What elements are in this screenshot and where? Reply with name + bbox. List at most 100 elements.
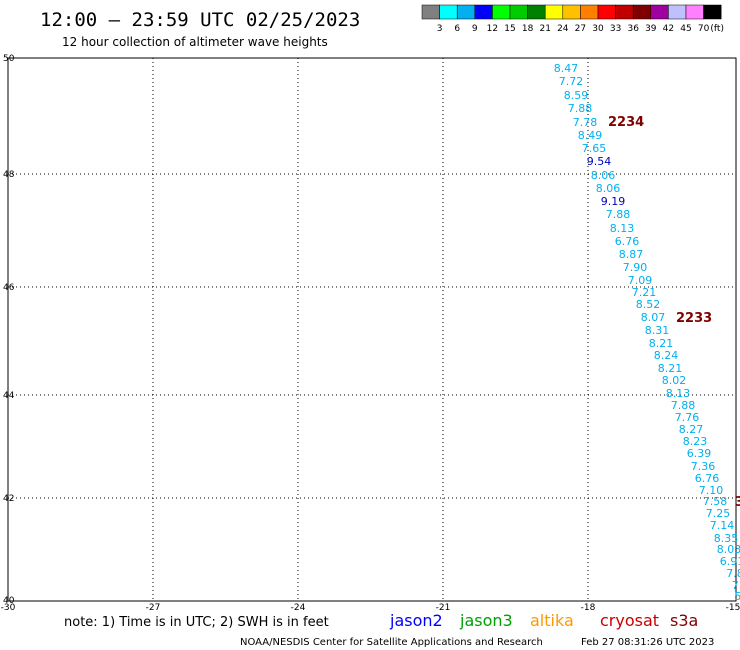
latitude-label: 48 [3,170,15,180]
longitude-label: -15 [726,603,740,613]
colorbar-swatch [703,4,722,20]
latitude-label: 46 [3,283,15,293]
satellite-name-s3a: s3a [670,611,698,630]
colorbar-swatch [474,4,493,20]
colorbar-label: 15 [504,24,515,34]
wave-height-value: 7. [732,579,740,592]
wave-height-value: 6.76 [695,472,720,485]
wave-height-value: 7.14 [710,519,735,532]
wave-height-value: 5 [735,590,740,603]
wave-height-value: 8.13 [666,387,691,400]
page-title: 12:00 – 23:59 UTC 02/25/2023 [40,9,360,31]
colorbar-swatch [562,4,581,20]
colorbar-unit: (ft) [710,24,724,34]
wave-height-value: 7.10 [699,484,724,497]
footer-timestamp: Feb 27 08:31:26 UTC 2023 [581,637,714,648]
satellite-name-jason2: jason2 [389,611,443,630]
wave-height-value: 8.21 [658,362,683,375]
satellite-name-jason3: jason3 [459,611,513,630]
wave-height-value: 8.24 [654,349,679,362]
latitude-label: 50 [3,54,15,64]
track-label: 3 [735,495,740,510]
colorbar-label: 39 [645,24,657,34]
wave-height-value: 8.59 [564,89,589,102]
colorbar-swatch [509,4,528,20]
wave-height-value: 8.47 [554,62,579,75]
colorbar-label: 3 [437,24,443,34]
colorbar-label: 30 [592,24,604,34]
wave-height-value: 7.88 [606,208,631,221]
colorbar-swatch [632,4,652,20]
colorbar-label: 42 [663,24,674,34]
longitude-label: -27 [146,603,161,613]
wave-height-value: 8.03 [717,543,740,556]
wave-height-value: 8.13 [610,222,635,235]
longitude-label: -18 [581,603,596,613]
wave-height-value: 8.07 [641,311,666,324]
colorbar-swatch [685,4,704,20]
colorbar: 3 6 9 12 15 18 21 24 27 30 33 36 39 42 45 70 (ft) [421,4,724,34]
colorbar-label: 24 [557,24,569,34]
wave-height-value: 8.27 [679,423,704,436]
satellite-name-cryosat: cryosat [600,611,659,630]
wave-height-value: 8.02 [662,374,687,387]
wave-height-value: 8.35 [714,532,739,545]
map-frame [7,57,737,602]
footer-note: note: 1) Time is in UTC; 2) SWH is in fe… [64,615,329,630]
colorbar-label: 21 [539,24,550,34]
colorbar-swatch [439,4,458,20]
colorbar-swatch [527,4,546,20]
footer-credit: NOAA/NESDIS Center for Satellite Applica… [240,637,543,648]
colorbar-swatch [668,4,687,20]
wave-height-value: 8.49 [578,129,603,142]
wave-height-value: 7.58 [703,495,728,508]
colorbar-label: 18 [522,24,534,34]
track-label: 2234 [608,115,644,130]
colorbar-swatch [580,4,599,20]
longitude-label: -21 [436,603,451,613]
colorbar-label: 12 [487,24,498,34]
wave-height-value: 7.76 [675,411,700,424]
track-label: 2233 [676,311,712,326]
wave-height-value: 7.8 [726,567,740,580]
wave-height-value: 7.90 [623,261,648,274]
latitude-label: 40 [3,596,15,606]
longitude-label: -30 [1,603,16,613]
longitude-label: -24 [291,603,306,613]
colorbar-label: 27 [575,24,586,34]
wave-height-value: 8.06 [591,169,616,182]
latitude-labels: 50 48 46 44 42 40 [3,54,15,606]
wave-height-value: 9.54 [587,155,612,168]
wave-height-value: 7.88 [671,399,696,412]
wave-height-value: 8.21 [649,337,674,350]
colorbar-label: 36 [627,24,639,34]
wave-height-value: 8.06 [596,182,621,195]
track-labels: 2234 2233 3 [608,115,740,510]
colorbar-swatch [492,4,511,20]
graticule [8,58,736,600]
wave-height-value: 7.36 [691,460,716,473]
colorbar-label: 45 [680,24,691,34]
wave-height-value: 6.76 [615,235,640,248]
wave-height-value: 7.65 [582,142,607,155]
colorbar-label: 6 [454,24,460,34]
wave-height-value: 7.88 [568,102,593,115]
wave-height-value: 7.72 [559,75,584,88]
wave-height-value: 8.31 [645,324,670,337]
colorbar-swatch [615,4,634,20]
colorbar-label: 70 [698,24,710,34]
wave-height-value: 8.87 [619,248,644,261]
colorbar-swatch [544,4,564,20]
wave-height-value: 6.91 [720,555,740,568]
map-border [7,57,737,602]
wave-height-values: 8.477.728.597.887.788.497.659.548.068.06… [554,62,740,603]
colorbar-swatch [421,4,440,20]
colorbar-label: 9 [472,24,478,34]
wave-height-value: 7.78 [573,116,598,129]
satellite-name-altika: altika [530,611,574,630]
wave-height-value: 9.19 [601,195,626,208]
colorbar-label: 33 [610,24,621,34]
wave-height-value: 8.23 [683,435,708,448]
wave-height-value: 7.09 [628,274,653,287]
